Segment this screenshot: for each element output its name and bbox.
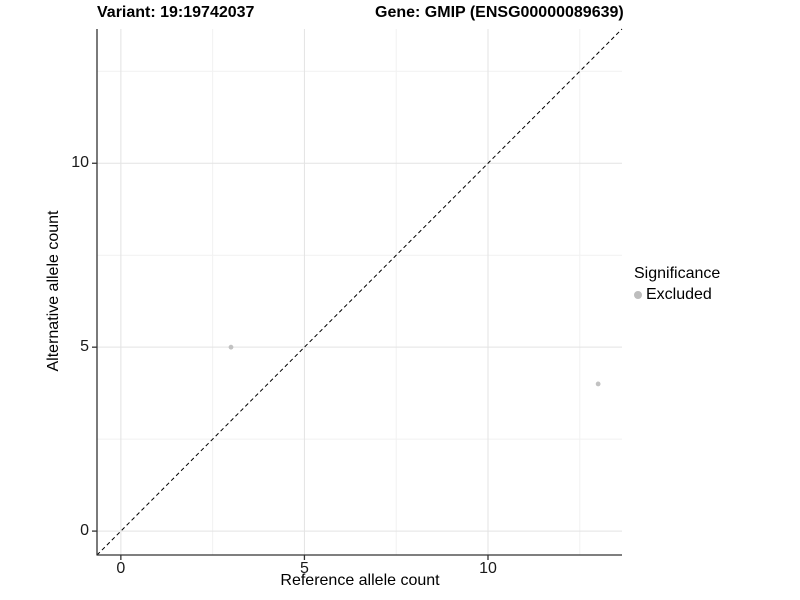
variant-title: Variant: 19:19742037: [97, 4, 255, 21]
legend: Significance Excluded: [634, 265, 720, 304]
x-tick-label: 5: [299, 560, 309, 577]
x-axis-label: Reference allele count: [280, 572, 440, 589]
legend-item-label: Excluded: [646, 286, 712, 303]
y-tick-label: 10: [71, 154, 89, 172]
x-tick-label: 0: [116, 560, 126, 577]
legend-item-excluded: Excluded: [634, 286, 720, 304]
legend-point-icon: [634, 291, 642, 299]
identity-line: [96, 28, 623, 556]
data-point: [595, 381, 601, 387]
y-tick-label: 0: [80, 522, 89, 540]
legend-title: Significance: [634, 265, 721, 282]
y-tick-label: 5: [80, 338, 89, 356]
data-point: [228, 344, 234, 350]
x-tick-label: 10: [479, 560, 497, 577]
gene-title: Gene: GMIP (ENSG00000089639): [375, 4, 624, 21]
